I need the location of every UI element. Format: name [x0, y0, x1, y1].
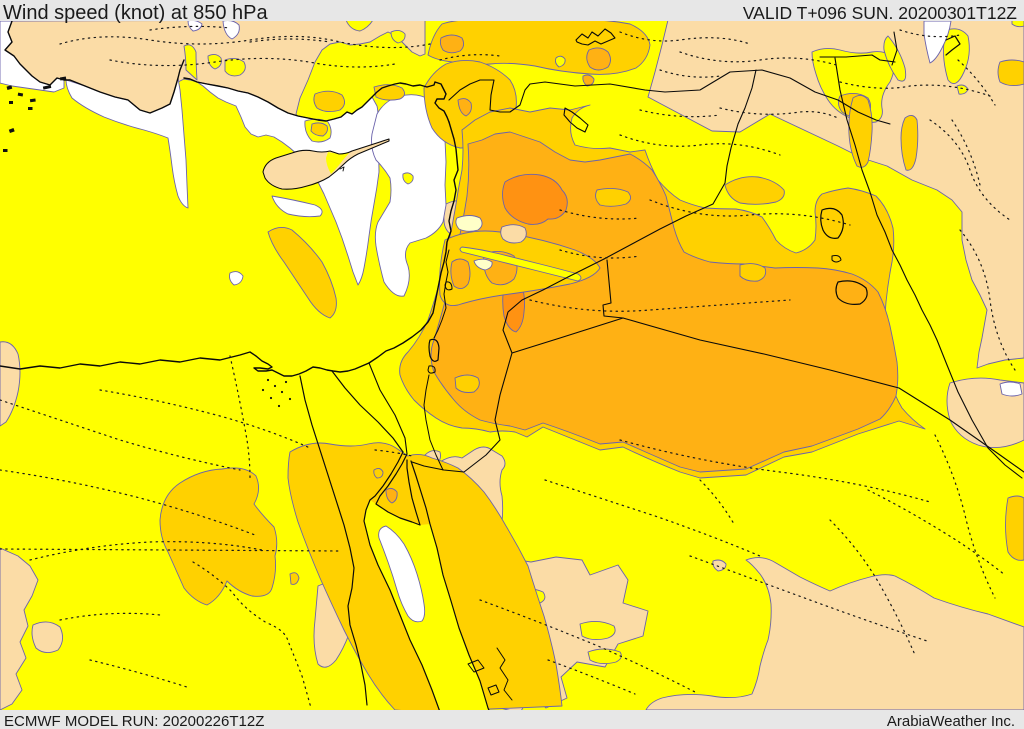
svg-text:ECMWF MODEL RUN: 20200226T12Z: ECMWF MODEL RUN: 20200226T12Z — [4, 713, 264, 729]
svg-text:VALID T+096 SUN. 20200301T12Z: VALID T+096 SUN. 20200301T12Z — [743, 3, 1017, 23]
svg-text:Wind speed (knot) at 850 hPa: Wind speed (knot) at 850 hPa — [3, 2, 268, 24]
svg-text:ArabiaWeather Inc.: ArabiaWeather Inc. — [887, 713, 1015, 729]
